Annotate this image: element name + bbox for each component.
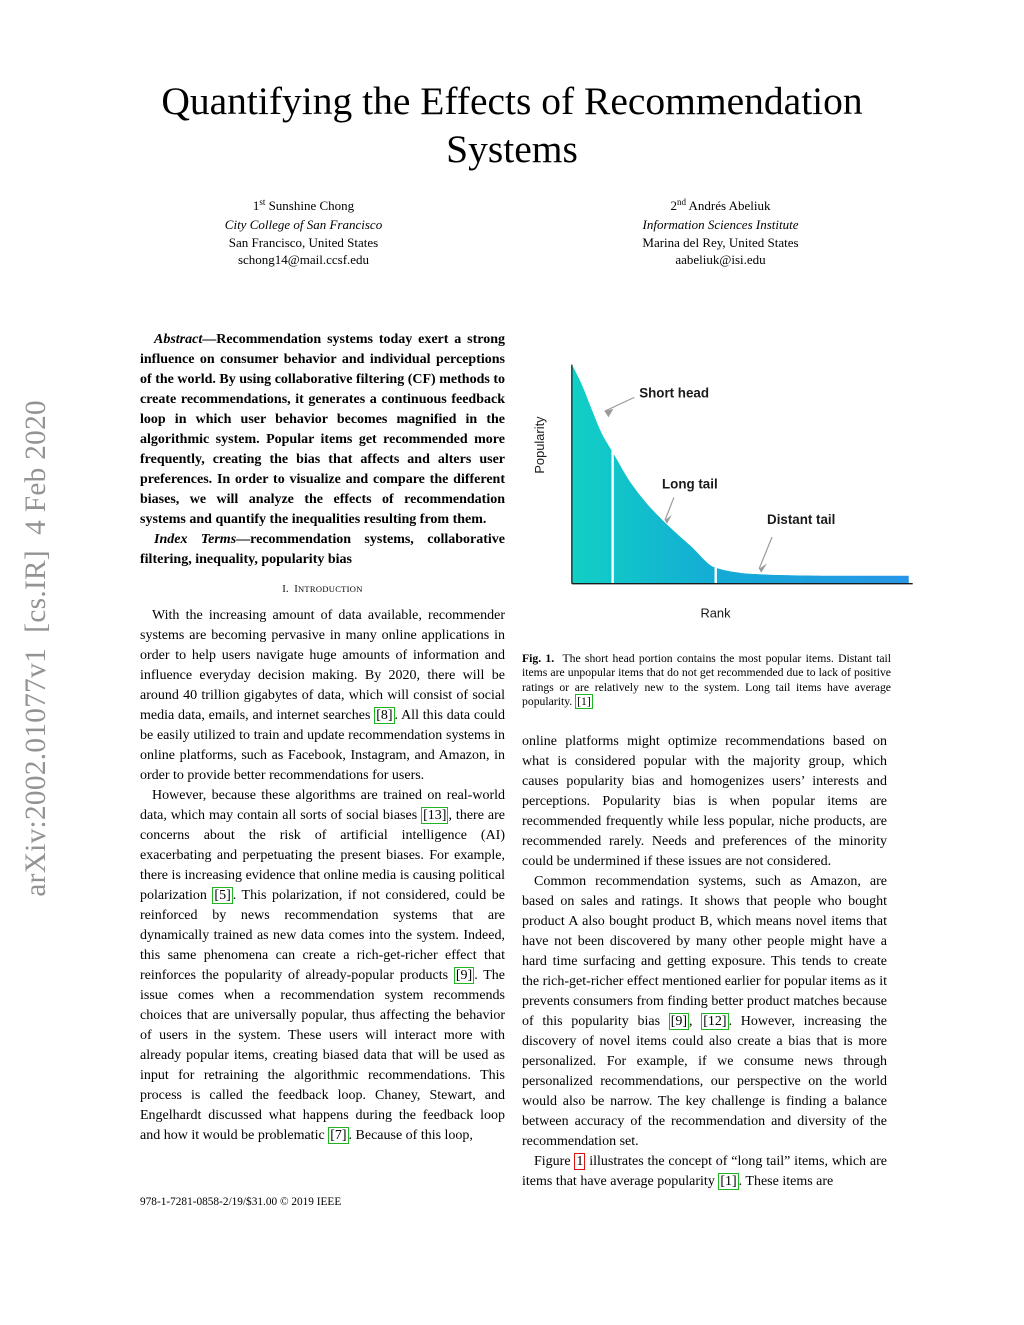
svg-text:Rank: Rank (700, 605, 731, 620)
svg-text:Long tail: Long tail (662, 477, 718, 492)
svg-text:Distant tail: Distant tail (767, 512, 835, 527)
svg-text:Short head: Short head (639, 385, 709, 400)
svg-text:Popularity: Popularity (532, 416, 547, 474)
